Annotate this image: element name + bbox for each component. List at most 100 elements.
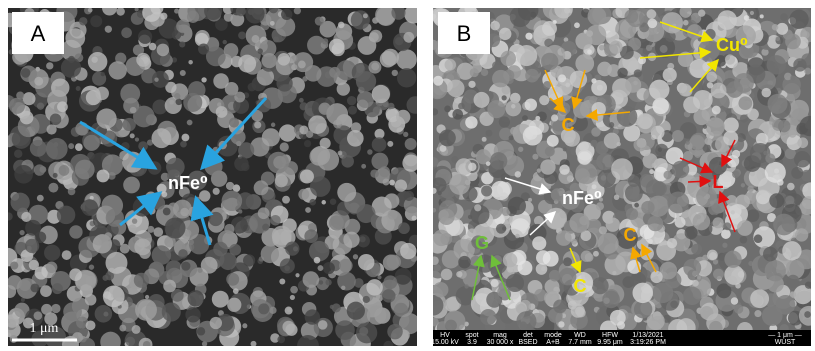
texture [490, 152, 508, 170]
texture [468, 81, 475, 88]
texture [25, 220, 41, 236]
texture [445, 320, 457, 332]
texture [593, 251, 599, 257]
texture [535, 116, 540, 121]
texture [222, 191, 243, 212]
texture [79, 17, 87, 25]
texture [592, 277, 609, 294]
texture [464, 284, 468, 288]
texture [402, 154, 419, 171]
texture [242, 323, 247, 328]
texture [791, 167, 803, 179]
texture [571, 304, 585, 318]
texture [429, 157, 439, 167]
texture [267, 201, 272, 206]
texture [396, 110, 410, 124]
texture [174, 93, 180, 99]
texture [558, 74, 566, 82]
texture [549, 270, 561, 282]
texture [647, 9, 657, 19]
texture [625, 77, 641, 93]
texture [542, 21, 557, 36]
texture [679, 5, 691, 17]
texture [452, 109, 463, 120]
annotation: C [574, 276, 587, 296]
texture [298, 61, 306, 69]
texture [650, 271, 662, 283]
texture [772, 24, 779, 31]
panel-label: B [457, 21, 472, 46]
texture [731, 297, 738, 304]
texture [304, 229, 318, 243]
texture [740, 236, 748, 244]
texture [295, 273, 299, 277]
texture [648, 216, 664, 232]
texture [269, 307, 276, 314]
texture [132, 218, 137, 223]
texture [329, 215, 344, 230]
texture [245, 4, 264, 23]
texture [776, 23, 788, 35]
texture [46, 124, 56, 134]
texture [433, 282, 449, 298]
texture [468, 163, 476, 171]
info-header: spot [465, 332, 478, 339]
texture [496, 224, 506, 234]
texture [491, 181, 510, 200]
texture [149, 43, 157, 51]
info-header: 1/13/2021 [632, 332, 663, 339]
texture [338, 22, 345, 29]
texture [703, 125, 707, 129]
texture [499, 28, 511, 40]
texture [543, 251, 559, 267]
texture [30, 140, 47, 157]
texture [104, 232, 112, 240]
texture [547, 135, 559, 147]
texture [672, 161, 689, 178]
texture [486, 161, 491, 166]
annotation: C [562, 115, 575, 135]
texture [444, 106, 451, 113]
texture [347, 130, 364, 147]
texture [596, 153, 613, 170]
texture [176, 19, 190, 33]
texture [537, 168, 541, 172]
texture [151, 128, 171, 148]
texture [782, 241, 801, 260]
texture [213, 242, 228, 257]
texture [128, 224, 136, 232]
texture [724, 251, 741, 268]
texture [480, 309, 496, 325]
texture [356, 322, 377, 343]
texture [474, 204, 481, 211]
info-value: 15.00 kV [431, 339, 459, 346]
texture [188, 290, 204, 306]
texture [271, 123, 275, 127]
texture [588, 7, 607, 26]
texture [322, 38, 328, 44]
texture [400, 243, 416, 259]
texture [539, 95, 549, 105]
texture [303, 271, 320, 288]
texture [182, 134, 190, 142]
texture [358, 254, 374, 270]
texture [179, 41, 185, 47]
texture [578, 151, 591, 164]
texture [653, 282, 674, 303]
texture [275, 174, 288, 187]
texture [609, 122, 614, 127]
texture [304, 140, 311, 147]
texture [740, 114, 748, 122]
texture [641, 201, 654, 214]
texture [789, 10, 808, 29]
texture [370, 169, 378, 177]
texture [145, 295, 149, 299]
texture [598, 233, 619, 254]
texture [441, 269, 453, 281]
texture [685, 226, 698, 239]
texture [160, 13, 167, 20]
texture [347, 302, 365, 320]
texture [270, 21, 275, 26]
texture [765, 153, 775, 163]
texture [282, 321, 294, 333]
